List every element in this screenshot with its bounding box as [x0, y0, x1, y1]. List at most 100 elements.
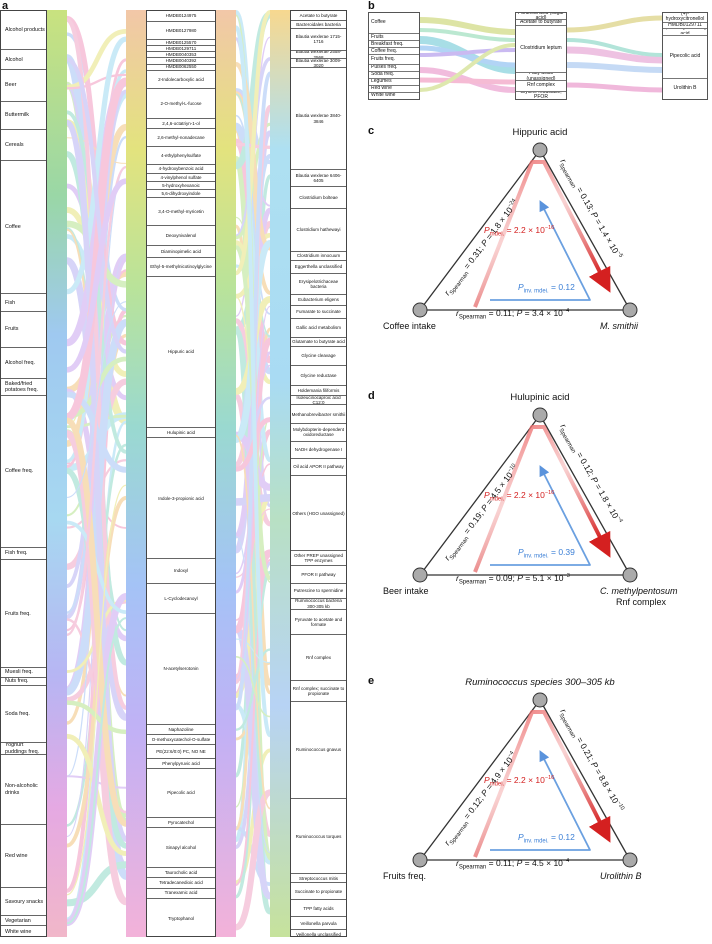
panel-a-middle-color-bar-right — [216, 10, 236, 937]
colR-cell: Gallic acid metabolism — [291, 317, 346, 337]
colL-cell-label: White wine — [5, 929, 32, 936]
panel-a-flow-left — [66, 484, 127, 896]
bR-cell: Urolithin B — [663, 77, 707, 100]
p-symbol: P — [516, 858, 523, 868]
panel-b-flow-right — [566, 15, 663, 33]
colM-cell-label: Taurocholic acid — [164, 870, 198, 876]
colM-cell-label: 2,4,6-octatriyn-1-ol — [162, 120, 200, 126]
panel-a-microbial-features-column: Acetate to butyrate Bacteroidales bacteri… — [290, 10, 347, 937]
colM-cell: 3,4-O-methyl-myricetin — [147, 196, 215, 225]
top-node-icon — [532, 142, 548, 158]
bL-cell: Breakfast freq. — [369, 40, 419, 47]
panel-d-right-node-label: C. methylpentosum — [600, 586, 678, 596]
r-symbol: r — [456, 573, 459, 583]
panel-a-flow-left — [65, 17, 128, 710]
colM-cell: 4-vinylphenol sulfate — [147, 172, 215, 181]
colR-cell-label: Ruminococcus bacteria 300-305 kb — [295, 598, 342, 609]
bR-cell-label: HMDB0129711 — [668, 21, 702, 28]
colR-cell-label: Oil acid APOR II pathway — [293, 464, 344, 470]
colM-cell-label: L-Cyclodecanoyl — [164, 595, 198, 601]
colM-cell: Pipecolic acid — [147, 768, 215, 816]
colM-cell-label: HMDB0040353 — [165, 52, 197, 58]
colM-cell-label: HMDB0125570 — [165, 40, 197, 46]
colL-cell: Fruits — [1, 311, 46, 346]
colM-cell: HMDB0125570 — [147, 39, 215, 45]
colR-cell: Veillonella parvula — [291, 916, 346, 929]
panel-e-inverse-mediation-p-value: Pinv. mdei. = 0.12 — [518, 832, 575, 845]
p-value: 2.2 × 10 — [513, 775, 545, 785]
colM-cell: 4-hydroxybenzoic acid — [147, 164, 215, 172]
colM-cell-label: 5,6-dihydroxyindole — [161, 190, 201, 196]
edge-right — [539, 149, 631, 311]
colL-cell: Yoghurt puddings freq. — [1, 741, 46, 754]
panel-a-flow-right — [235, 638, 271, 664]
right-node-icon — [622, 852, 638, 868]
p-exponent: −16 — [544, 775, 555, 782]
colR-cell-label: PFOR II pathway — [301, 571, 336, 577]
colM-cell: 4-ethylphenylsulfate — [147, 146, 215, 164]
r-symbol: r — [456, 858, 459, 868]
colM-cell: N-acetylserotonin — [147, 612, 215, 724]
bL-cell-label: Fruits — [371, 33, 384, 40]
colR-cell: Oil acid APOR II pathway — [291, 457, 346, 475]
colL-cell-label: Alcohol products — [5, 26, 45, 33]
colL-cell: Vegetarian — [1, 915, 46, 925]
p-symbol: P — [517, 573, 523, 583]
colM-cell: O-methoxycatechol-O-sulfate — [147, 734, 215, 744]
colM-cell: Sinapyl alcohol — [147, 826, 215, 867]
colM-cell-label: 3,4-O-methyl-myricetin — [158, 208, 204, 214]
colL-cell-label: Muesli freq. — [5, 669, 33, 676]
colR-cell: Others (HGO unassigned) — [291, 475, 346, 550]
colL-cell: Buttermilk — [1, 100, 46, 129]
colR-cell-label: Acetate to butyrate — [299, 12, 338, 18]
colL-cell-label: Coffee — [5, 224, 21, 231]
colR-cell-label: NADH dehydrogenase I — [294, 447, 343, 453]
mdei-subscript: mdei. — [489, 231, 505, 238]
colM-cell-label: Hulupinic acid — [166, 429, 195, 435]
panel-d-mediation-triangle: d Hulupinic acid Beer intake C. methylpent… — [368, 390, 712, 607]
mdei-subscript: mdei. — [489, 781, 505, 788]
equals: = — [548, 282, 559, 292]
bL-cell: Coffee — [369, 13, 419, 33]
p-value: 2.2 × 10 — [513, 490, 545, 500]
bL-cell-label: Soda freq. — [371, 70, 395, 77]
bR-cell-label: (+)-hydroxycitronellol — [665, 13, 705, 22]
colR-cell-label: Molybdopterin-dependent oxidoreductase — [292, 427, 345, 438]
colM-cell: Taurocholic acid — [147, 867, 215, 877]
panel-b-metabolite-column: (+)-hydroxycitronellol HMDB0129711 3,4-met… — [662, 12, 708, 100]
bM-cell: Furanoid acid (sugar acid) — [516, 13, 566, 19]
colR-cell-label: Putrescine to spermidine — [293, 588, 344, 594]
colM-cell-label: Hippuric acid — [167, 349, 194, 355]
equals: = — [486, 573, 496, 583]
bL-cell: Soda freq. — [369, 70, 419, 78]
panel-d-top-node-label: Hulupinic acid — [510, 392, 570, 403]
colM-cell: Diaminopimelic acid — [147, 245, 215, 257]
colR-cell: Glutamate to butyrate acid — [291, 337, 346, 346]
panel-a-flow-right — [235, 434, 271, 810]
colR-cell-label: Glycine cleavage — [301, 353, 336, 359]
bL-cell-label: Pulses freq. — [371, 63, 398, 70]
colR-cell-label: Blautia wexlerae 3009-3020 — [295, 58, 342, 67]
bR-cell-label: Urolithin B — [673, 85, 697, 91]
equals: = — [504, 775, 514, 785]
colR-cell: Blautia wexlerae 3840-3846 — [291, 66, 346, 169]
colM-cell-label: Deoxynivalenol — [165, 233, 197, 239]
colM-cell-label: Phenylpyruvic acid — [162, 761, 200, 767]
panel-a-flow-right — [233, 9, 273, 276]
p-exponent: −16 — [544, 225, 555, 232]
bL-cell: Red wine — [369, 84, 419, 92]
colR-cell-label: Others (HGO unassigned) — [292, 510, 345, 516]
bM-cell-label: Rnf complex — [527, 82, 555, 89]
bM-cell: Glycine reductase; PFOR — [516, 90, 566, 99]
colM-cell: Hippuric acid — [147, 275, 215, 427]
panel-b-sankey-flows — [419, 15, 663, 93]
colM-cell: 2-O-methyl-L-fucose — [147, 87, 215, 118]
colR-cell: Blautia wexlerae 2558-2568 — [291, 49, 346, 58]
colL-cell: Alcohol products — [1, 11, 46, 49]
r-symbol: r — [456, 308, 459, 318]
panel-a-flow-left — [66, 178, 127, 373]
colM-cell-label: 4-hydroxybenzoic acid — [158, 166, 204, 172]
colL-cell: White wine — [1, 925, 46, 938]
p-value: 2.2 × 10 — [513, 225, 545, 235]
colM-cell-label: PE(22:6/0:0) PC, NO NE — [156, 749, 206, 755]
